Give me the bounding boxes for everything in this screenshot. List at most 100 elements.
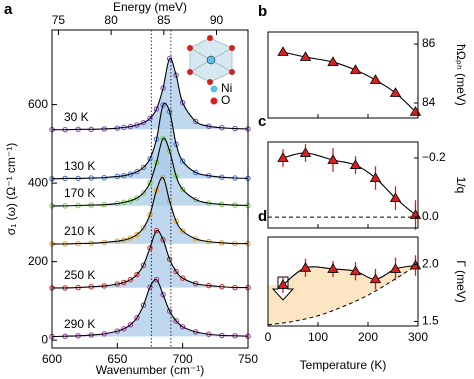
o-atom <box>229 45 235 51</box>
fit-line <box>51 176 249 245</box>
y-tick-label: 2.0 <box>422 257 439 271</box>
data-point <box>134 315 140 321</box>
y-tick-label: 600 <box>28 97 48 111</box>
x2-tick-label: 85 <box>157 13 171 27</box>
data-point <box>140 190 147 196</box>
series-label: 30 K <box>64 110 89 124</box>
data-point <box>134 169 140 175</box>
peak-shade <box>52 177 248 244</box>
data-point <box>147 211 153 218</box>
fit-line <box>51 57 249 131</box>
data-point <box>140 225 147 231</box>
y-tick-label: 200 <box>28 254 48 268</box>
data-point <box>160 236 166 243</box>
ni-atom <box>206 55 216 65</box>
data-point <box>166 198 173 204</box>
y-tick-label: 400 <box>28 175 48 189</box>
data-point <box>389 192 402 203</box>
data-point <box>369 273 382 284</box>
data-point <box>160 174 166 181</box>
plot-frame <box>267 141 419 229</box>
data-point <box>153 159 160 166</box>
data-point <box>140 302 147 308</box>
data-point <box>147 180 153 186</box>
data-point <box>127 276 134 283</box>
y-tick-label: 1.5 <box>422 314 439 328</box>
data-point <box>277 46 289 56</box>
data-point <box>160 102 166 108</box>
inset-crystal: Ni O <box>187 35 235 107</box>
data-point <box>121 279 127 286</box>
data-point <box>349 64 362 74</box>
data-point <box>193 196 199 203</box>
data-point <box>327 56 339 66</box>
data-point <box>134 271 140 278</box>
data-point <box>193 169 199 176</box>
peak-shade <box>52 103 248 179</box>
data-point <box>160 291 166 298</box>
data-point <box>166 148 173 154</box>
plot-frame <box>267 236 419 327</box>
data-point <box>389 87 402 97</box>
plot-frame <box>51 29 249 349</box>
y-axis-title: ħΩₚₕ (meV) <box>454 44 468 106</box>
data-point <box>179 158 186 164</box>
data-point <box>179 186 186 193</box>
peak-shade <box>52 230 248 288</box>
panel-label: a <box>4 1 13 18</box>
data-point <box>166 256 173 262</box>
panel-label: d <box>258 208 267 225</box>
o-atom <box>207 79 213 85</box>
series-label: 250 K <box>64 268 95 282</box>
x-axis-title: Wavenumber (cm⁻¹) <box>96 363 205 377</box>
y-tick-label: 0.0 <box>422 209 439 223</box>
ni-key <box>210 85 218 93</box>
x-tick-label: 600 <box>42 352 62 366</box>
data-point <box>140 119 147 126</box>
fit-line <box>51 137 249 207</box>
shaded-region <box>268 264 418 325</box>
o-atom <box>187 45 193 51</box>
plot-frame <box>267 31 419 119</box>
x2-tick-label: 75 <box>52 13 66 27</box>
data-point <box>140 262 147 268</box>
data-point <box>147 156 153 162</box>
data-point <box>127 171 134 177</box>
data-point <box>140 164 147 171</box>
data-point <box>349 265 362 276</box>
data-point <box>134 122 140 128</box>
x-tick-label: 100 <box>308 330 328 344</box>
data-point <box>369 172 382 182</box>
data-point <box>193 236 199 242</box>
data-point <box>389 263 402 273</box>
x-tick-label: 700 <box>173 352 193 366</box>
x-axis-title: Temperature (K) <box>300 358 387 372</box>
fit-line <box>51 229 249 289</box>
data-point <box>173 268 179 275</box>
data-point <box>179 275 186 281</box>
series-label: 210 K <box>64 224 95 238</box>
data-point <box>147 115 153 122</box>
data-point <box>327 263 339 273</box>
fit-line <box>51 102 249 180</box>
lower-bound-line <box>267 263 419 326</box>
y-tick-label: 86 <box>422 36 436 50</box>
y-axis-title: σ₁ (ω) (Ω⁻¹ cm⁻¹) <box>4 143 18 235</box>
data-point <box>127 198 134 204</box>
series-label: 290 K <box>64 317 95 331</box>
data-point <box>179 99 186 106</box>
data-point <box>179 324 186 330</box>
y-tick-label: −0.2 <box>422 150 446 164</box>
data-point <box>299 51 312 61</box>
data-point <box>179 228 186 234</box>
data-point <box>327 154 339 164</box>
data-point <box>193 118 199 125</box>
o-atom <box>229 69 235 75</box>
data-point <box>121 326 127 332</box>
x-tick-label: 0 <box>265 330 272 344</box>
data-point <box>349 159 362 169</box>
inset-label: Ni <box>221 81 232 95</box>
data-point <box>134 231 140 238</box>
data-point <box>173 72 179 78</box>
